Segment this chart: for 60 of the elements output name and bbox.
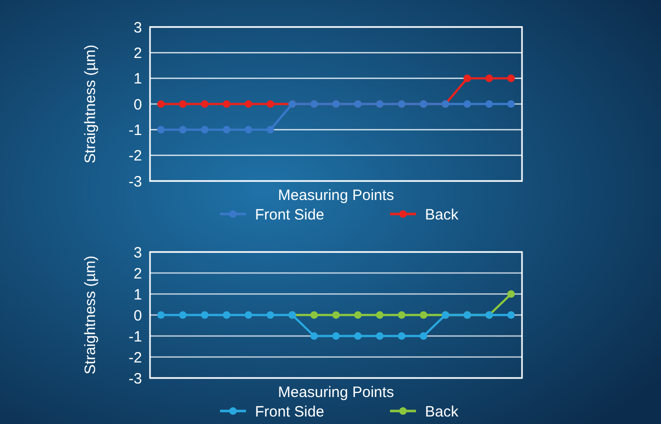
y-tick-label: -2 — [128, 349, 142, 366]
y-tick-label: -3 — [128, 173, 142, 190]
y-tick-label: 1 — [134, 70, 142, 88]
y-axis-title: Straightness (µm) — [82, 256, 99, 374]
point — [376, 311, 384, 319]
point — [376, 332, 384, 340]
y-axis-title: Straightness (µm) — [82, 44, 99, 164]
point — [420, 311, 428, 319]
point — [244, 311, 252, 319]
point — [485, 74, 493, 82]
point — [157, 126, 165, 134]
point — [157, 100, 165, 108]
point — [200, 311, 209, 319]
point — [200, 126, 209, 134]
legend-label: Back — [425, 206, 459, 224]
point — [157, 311, 165, 319]
point — [179, 126, 187, 134]
point — [420, 332, 428, 340]
point — [354, 311, 362, 319]
point — [463, 74, 472, 82]
y-tick-label: 3 — [134, 19, 142, 36]
x-axis-title: Measuring Points — [278, 384, 394, 401]
y-tick-label: 0 — [134, 307, 142, 324]
point — [354, 332, 362, 340]
point — [398, 332, 406, 340]
point — [507, 290, 515, 298]
y-tick-label: -3 — [128, 370, 142, 388]
y-tick-label: 3 — [134, 244, 142, 262]
point — [266, 100, 274, 108]
point — [463, 100, 472, 108]
point — [485, 100, 493, 108]
point — [507, 311, 515, 319]
y-tick-label: 1 — [134, 286, 142, 304]
y-tick-label: -1 — [128, 328, 142, 346]
point — [266, 311, 274, 319]
point — [200, 100, 209, 108]
point — [332, 332, 340, 340]
point — [507, 100, 515, 108]
point — [222, 100, 230, 108]
point — [398, 311, 406, 319]
point — [332, 311, 340, 319]
y-tick-label: 2 — [134, 265, 142, 282]
y-tick-label: 2 — [134, 44, 142, 62]
point — [310, 332, 318, 340]
legend-label: Front Side — [255, 206, 324, 224]
point — [222, 126, 230, 134]
point — [179, 311, 187, 319]
point — [310, 311, 318, 319]
point — [244, 100, 252, 108]
point — [222, 311, 230, 319]
point — [179, 100, 187, 108]
x-axis-title: Measuring Points — [278, 187, 394, 204]
point — [266, 126, 274, 134]
legend-label: Back — [425, 403, 459, 420]
point — [244, 126, 252, 134]
legend-label: Front Side — [255, 403, 324, 420]
y-tick-label: -1 — [128, 122, 142, 139]
y-tick-label: 0 — [134, 96, 142, 114]
point — [507, 74, 515, 82]
y-tick-label: -2 — [128, 148, 142, 165]
